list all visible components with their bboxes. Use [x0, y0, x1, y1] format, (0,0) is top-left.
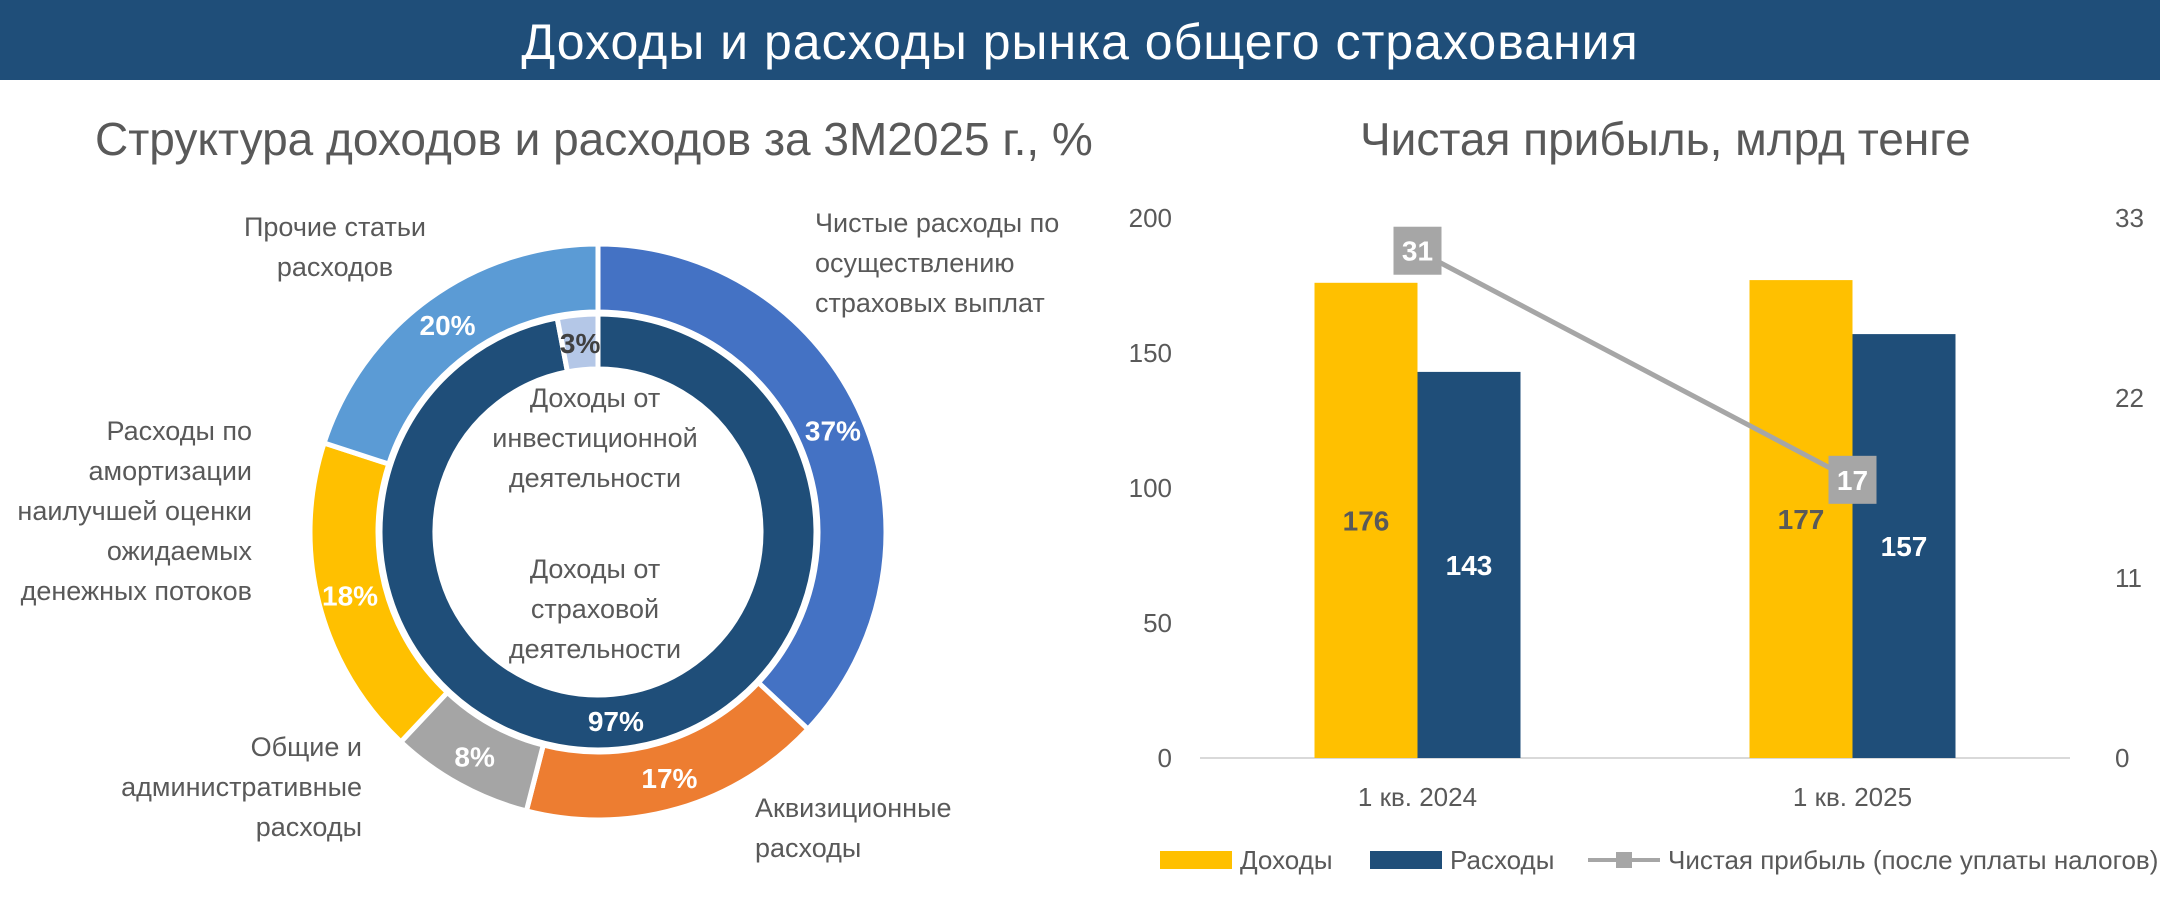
label-insurance-income: Доходы от страховой деятельности	[508, 554, 682, 664]
bar-1-1	[1852, 334, 1956, 758]
donut-outer-value-label-1: 17%	[641, 763, 697, 794]
y2-tick-label-3: 33	[2115, 203, 2144, 233]
bar-0-0	[1314, 282, 1418, 758]
y2-tick-label-2: 22	[2115, 383, 2144, 413]
donut-chart-title: Структура доходов и расходов за 3М2025 г…	[95, 113, 1093, 165]
bar-value-label-1-1: 157	[1881, 531, 1928, 562]
bar-0-1	[1749, 280, 1853, 758]
y2-tick-label-0: 0	[2115, 743, 2129, 773]
label-amortization-expenses: Расходы по амортизации наилучшей оценки …	[17, 416, 252, 606]
donut-chart: 37% 17% 8% 18% 20% 97% 3%	[310, 244, 886, 820]
y-tick-label-4: 200	[1129, 203, 1172, 233]
page-title: Доходы и расходы рынка общего страховани…	[0, 0, 2160, 80]
y-tick-label-2: 100	[1129, 473, 1172, 503]
donut-inner-slice-1	[554, 311, 601, 375]
net-profit-value-label-0: 31	[1402, 236, 1433, 267]
donut-outer-value-label-4: 20%	[420, 310, 476, 341]
label-claims-expenses: Чистые расходы по осуществлению страховы…	[815, 208, 1060, 318]
y-tick-label-1: 50	[1143, 608, 1172, 638]
donut-inner-value-label-0: 97%	[588, 706, 644, 737]
legend-swatch-expenses	[1370, 851, 1442, 869]
label-investment-income: Доходы от инвестиционной деятельности	[492, 383, 698, 493]
label-other-expenses: Прочие статьи расходов	[243, 212, 426, 282]
label-acquisition-expenses: Аквизиционные расходы	[755, 793, 952, 863]
net-profit-marker-0	[1393, 226, 1442, 275]
x-tick-label-0: 1 кв. 2024	[1358, 782, 1477, 812]
net-profit-value-label-1: 17	[1837, 465, 1868, 496]
donut-inner-value-label-1: 3%	[560, 328, 601, 359]
bar-value-label-0-0: 176	[1343, 505, 1390, 536]
donut-inner-slice-0	[377, 311, 819, 753]
y-tick-label-3: 150	[1129, 338, 1172, 368]
legend-swatch-net-profit	[1588, 852, 1660, 868]
net-profit-line	[1416, 248, 1854, 483]
donut-outer-value-label-2: 8%	[454, 741, 495, 772]
bar-value-label-0-1: 177	[1778, 504, 1825, 535]
label-admin-expenses: Общие и административные расходы	[121, 732, 362, 842]
bar-chart: 0 50 100 150 200 0 11 22 33 176 143 1 кв. 2024 177 15…	[1129, 203, 2144, 812]
bar-value-label-1-0: 143	[1446, 550, 1493, 581]
donut-outer-value-label-0: 37%	[805, 415, 861, 446]
bar-1-0	[1417, 371, 1521, 758]
legend-swatch-income	[1160, 851, 1232, 869]
net-profit-marker-1	[1828, 455, 1877, 504]
donut-outer-value-label-3: 18%	[322, 581, 378, 612]
y-tick-label-0: 0	[1158, 743, 1172, 773]
bar-chart-title: Чистая прибыль, млрд тенге	[1360, 113, 1971, 165]
y2-tick-label-1: 11	[2115, 563, 2142, 593]
x-tick-label-1: 1 кв. 2025	[1793, 782, 1912, 812]
